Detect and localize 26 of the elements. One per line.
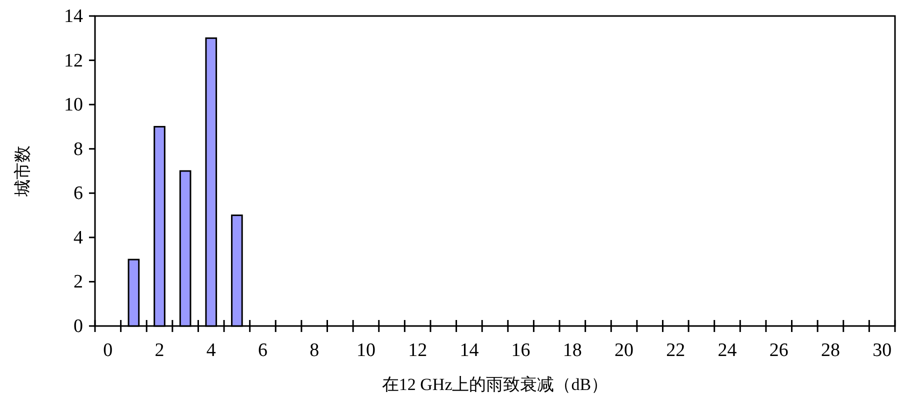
x-tick-label: 4: [206, 340, 216, 361]
y-tick-label: 12: [64, 50, 83, 72]
x-tick-label: 16: [511, 340, 530, 361]
y-tick-label: 8: [74, 138, 83, 160]
x-tick-label: 24: [718, 340, 738, 361]
x-tick-label: 2: [154, 340, 164, 361]
y-tick-label: 0: [74, 316, 83, 337]
x-tick-label: 22: [666, 340, 686, 361]
x-tick-label: 0: [103, 340, 113, 361]
x-tick-label: 28: [820, 340, 840, 361]
y-tick-label: 10: [64, 94, 83, 116]
y-tick-label: 14: [64, 6, 84, 27]
x-tick-label: 30: [872, 340, 892, 361]
x-tick-label: 26: [769, 340, 788, 361]
x-axis-title: 在12 GHz上的雨致衰减（dB）: [382, 375, 608, 394]
x-tick-label: 20: [614, 340, 634, 361]
x-tick-label: 12: [408, 340, 428, 361]
y-tick-label: 6: [74, 183, 83, 204]
x-tick-label: 6: [258, 340, 268, 361]
y-tick-label: 2: [74, 272, 83, 293]
x-tick-label: 10: [356, 340, 376, 361]
x-tick-label: 18: [562, 340, 582, 361]
x-tick-label: 14: [460, 340, 480, 361]
y-axis-title: 城市数: [13, 146, 32, 198]
y-tick-label: 4: [74, 227, 84, 248]
x-tick-label: 8: [310, 340, 320, 361]
